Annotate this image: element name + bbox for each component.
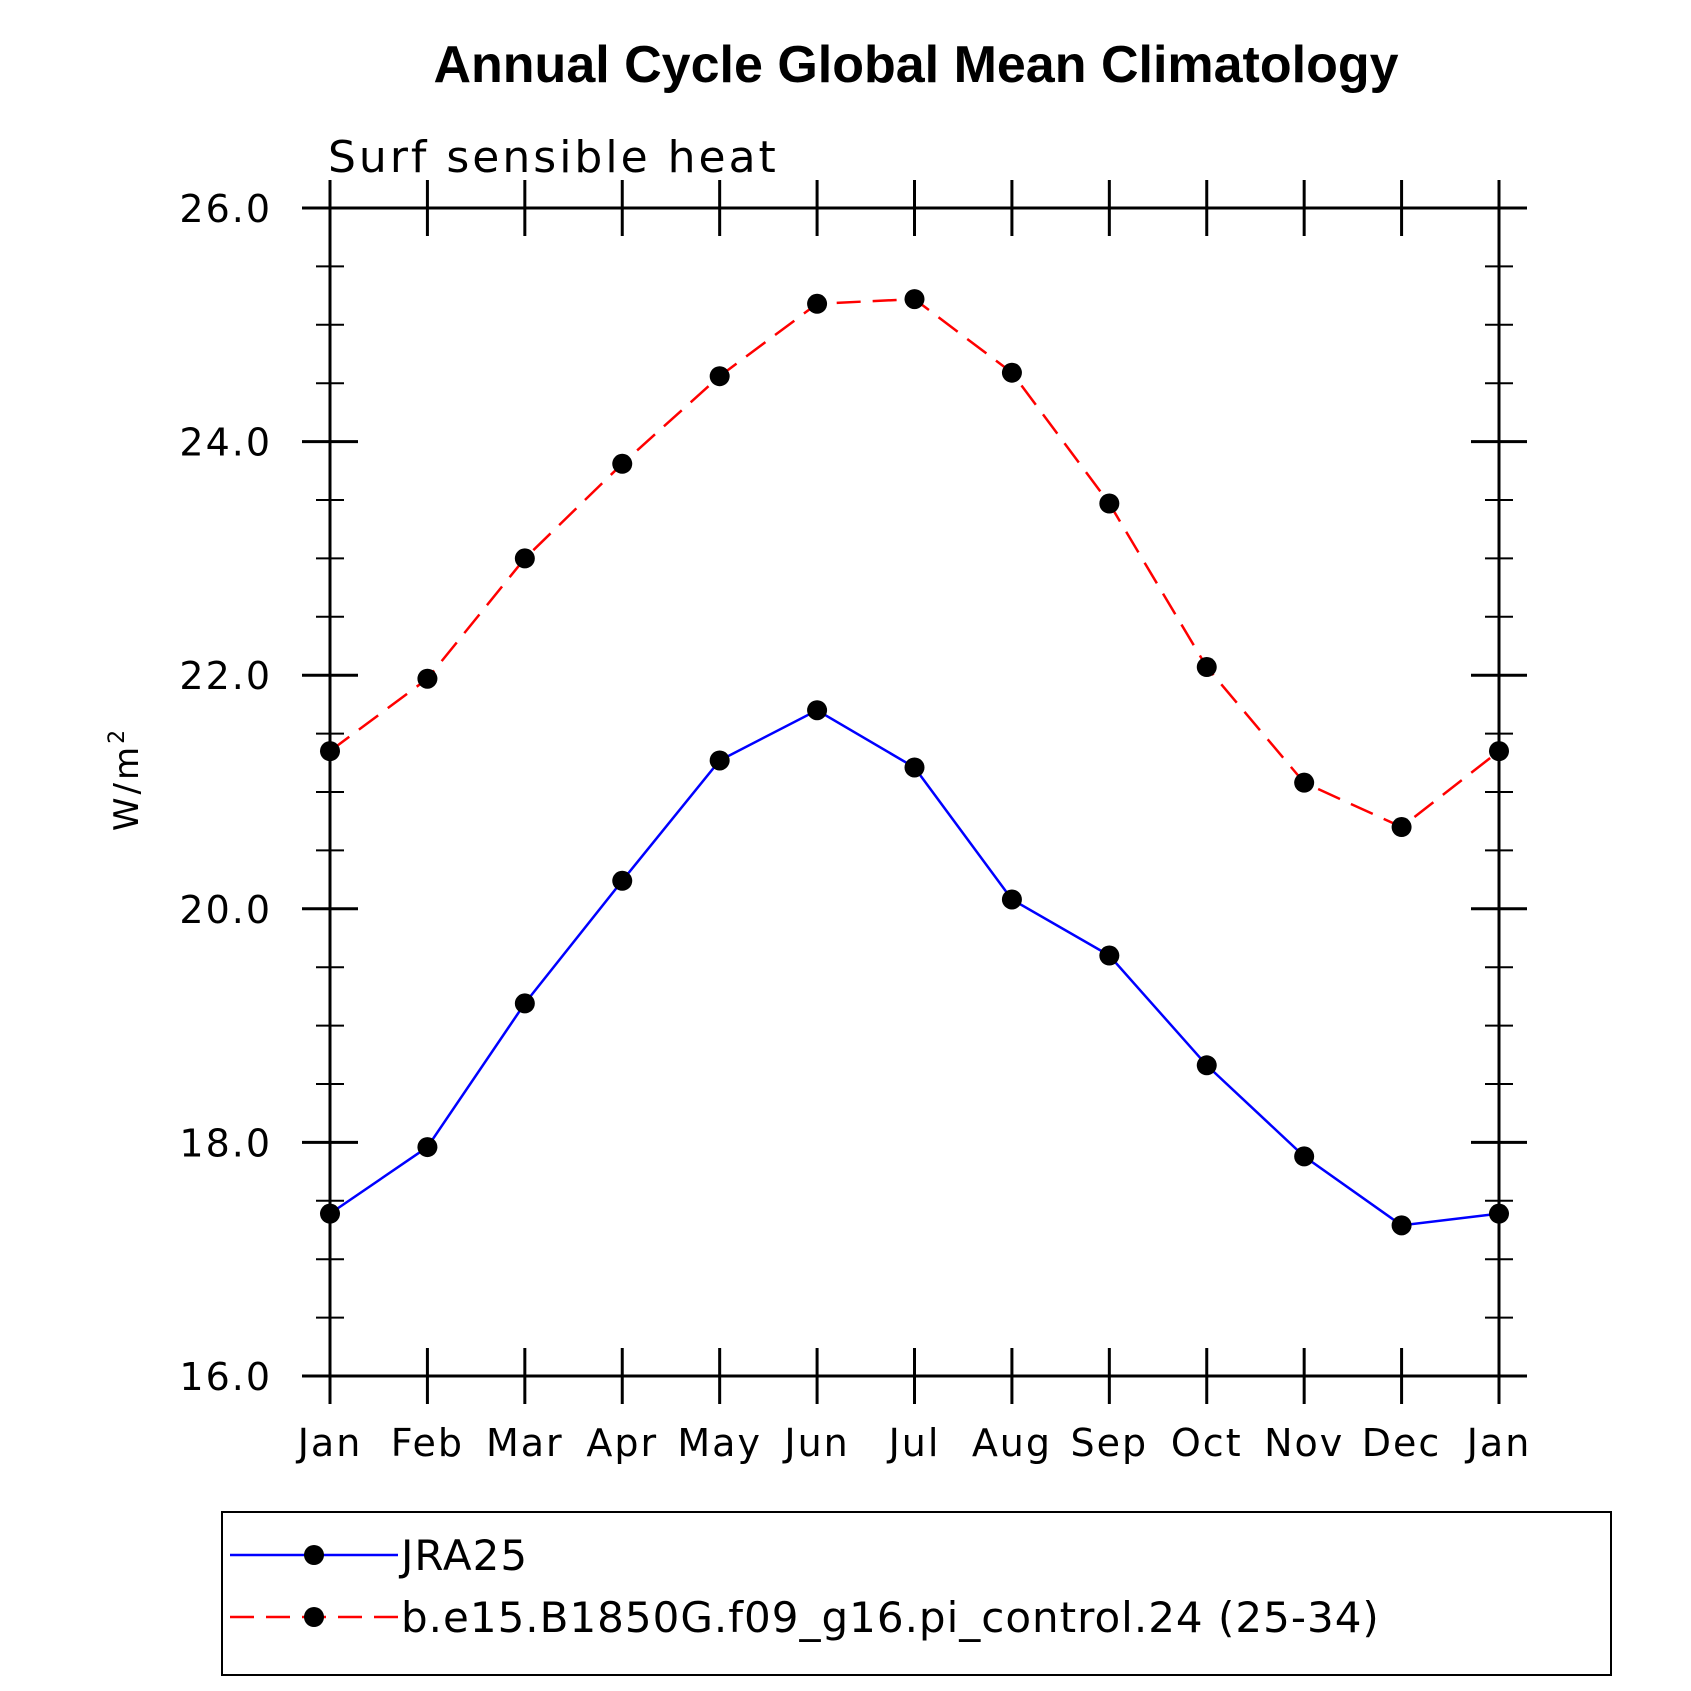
legend-marker-1 bbox=[304, 1545, 324, 1565]
x-tick-label: Aug bbox=[972, 1421, 1052, 1465]
x-tick-label: May bbox=[677, 1421, 762, 1465]
x-tick-label: Feb bbox=[391, 1421, 464, 1465]
y-axis-label: W/m2 bbox=[105, 727, 147, 831]
plot-series bbox=[320, 289, 1509, 1236]
legend-label-1: JRA25 bbox=[398, 1531, 528, 1580]
series-1-point bbox=[1099, 945, 1120, 966]
series-1-point bbox=[904, 757, 925, 778]
x-tick-label: Jan bbox=[1465, 1421, 1532, 1465]
y-tick-label: 16.0 bbox=[179, 1355, 272, 1399]
x-tick-label: Oct bbox=[1171, 1421, 1243, 1465]
y-axis-label-text: W/m bbox=[107, 744, 147, 831]
series-2-point bbox=[1001, 362, 1022, 383]
series-2-point bbox=[709, 366, 730, 387]
series-2-point bbox=[1294, 772, 1315, 793]
series-2-point bbox=[807, 293, 828, 314]
y-tick-label: 26.0 bbox=[179, 187, 272, 231]
series-2-point bbox=[904, 289, 925, 310]
x-tick-label: Dec bbox=[1362, 1421, 1442, 1465]
series-2-point bbox=[1391, 817, 1412, 838]
legend-marker-2 bbox=[304, 1607, 324, 1627]
plot-frame bbox=[328, 206, 1501, 1378]
series-1-point bbox=[1391, 1215, 1412, 1236]
series-1-point bbox=[612, 870, 633, 891]
legend-box bbox=[221, 1511, 1612, 1676]
y-axis-label-superscript: 2 bbox=[105, 727, 130, 744]
y-tick-label: 22.0 bbox=[179, 654, 272, 698]
x-tick-label: Jul bbox=[887, 1421, 941, 1465]
chart-subtitle: Surf sensible heat bbox=[328, 132, 779, 183]
series-1-point bbox=[807, 700, 828, 721]
y-tick-label: 20.0 bbox=[179, 888, 272, 932]
chart-title: Annual Cycle Global Mean Climatology bbox=[433, 36, 1398, 94]
series-1-point bbox=[514, 993, 535, 1014]
y-tick-label: 18.0 bbox=[179, 1121, 272, 1165]
series-2-point bbox=[417, 668, 438, 689]
series-1-point bbox=[709, 750, 730, 771]
x-tick-label: Jun bbox=[782, 1421, 849, 1465]
x-tick-label: Jan bbox=[296, 1421, 363, 1465]
series-2-point bbox=[1196, 657, 1217, 678]
series-2-point bbox=[514, 548, 535, 569]
axis-ticks: Jan Feb Mar Apr May Jun Jul Aug Sep Oct Nov Dec Jan 1… bbox=[179, 180, 1532, 1465]
legend-label-2: b.e15.B1850G.f09_g16.pi_control.24 (25-3… bbox=[401, 1593, 1380, 1642]
series-line-1 bbox=[329, 708, 1500, 1227]
x-tick-label: Mar bbox=[486, 1421, 564, 1465]
series-2-point bbox=[612, 453, 633, 474]
series-1-point bbox=[1294, 1146, 1315, 1167]
series-1-point bbox=[1196, 1055, 1217, 1076]
series-1-point bbox=[1001, 889, 1022, 910]
series-line-2 bbox=[329, 297, 1500, 829]
y-tick-label: 24.0 bbox=[179, 421, 272, 465]
series-2-point bbox=[1099, 493, 1120, 514]
legend: JRA25 b.e15.B1850G.f09_g16.pi_control.24 … bbox=[221, 1511, 1612, 1676]
svg-text:W/m2: W/m2 bbox=[105, 727, 147, 831]
series-1-point bbox=[417, 1137, 438, 1158]
x-tick-label: Apr bbox=[586, 1421, 658, 1465]
x-tick-label: Nov bbox=[1264, 1421, 1344, 1465]
x-tick-label: Sep bbox=[1071, 1421, 1149, 1465]
